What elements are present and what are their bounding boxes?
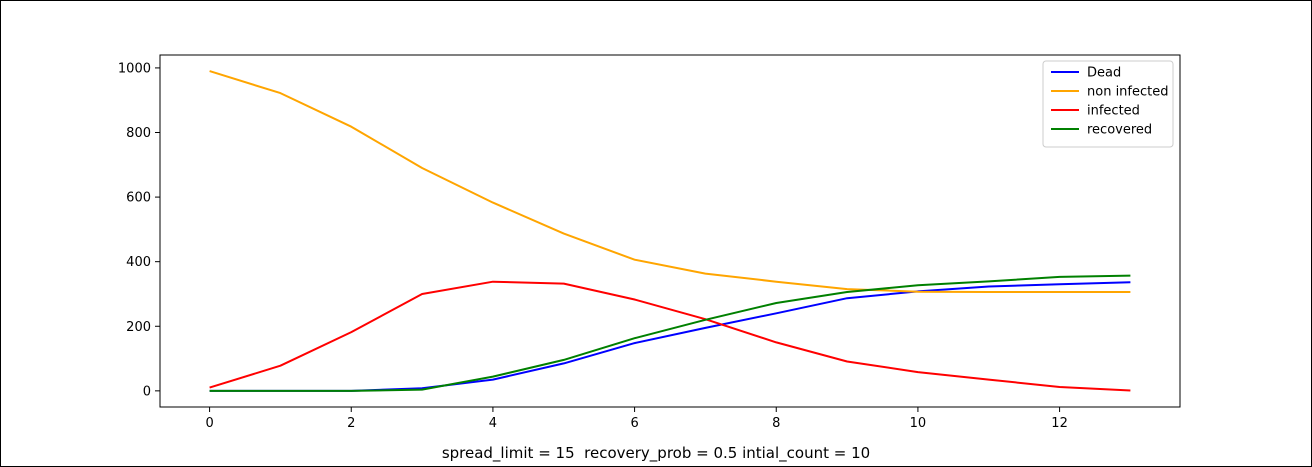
legend-box xyxy=(1042,60,1174,148)
y-tick-label: 1000 xyxy=(118,61,151,76)
chart-caption: spread_limit = 15 recovery_prob = 0.5 in… xyxy=(441,444,871,462)
series-line-non-infected xyxy=(209,70,1131,293)
x-axis: 0 2 4 6 8 10 12 xyxy=(205,407,1068,431)
series-line-recovered xyxy=(209,274,1131,392)
x-tick-label: 2 xyxy=(347,416,355,431)
x-tick-label: 12 xyxy=(1051,416,1068,431)
x-tick-label: 6 xyxy=(630,416,638,431)
x-tick-label: 4 xyxy=(489,416,497,431)
legend-label: Dead xyxy=(1087,66,1121,81)
plot-area xyxy=(159,54,1181,408)
y-tick-label: 400 xyxy=(126,255,151,270)
series-line-dead xyxy=(209,281,1131,392)
y-tick-label: 600 xyxy=(126,191,151,206)
legend-label: non infected xyxy=(1087,85,1169,100)
y-tick-label: 0 xyxy=(143,384,151,399)
legend-label: infected xyxy=(1087,104,1140,119)
y-axis: 0 200 400 600 800 1000 xyxy=(118,61,160,399)
series-line-infected xyxy=(209,280,1131,392)
x-tick-label: 0 xyxy=(205,416,213,431)
legend-label: recovered xyxy=(1087,123,1152,138)
y-tick-label: 800 xyxy=(126,126,151,141)
series-lines xyxy=(209,70,1131,392)
legend: Dead non infected infected recovered xyxy=(1042,60,1174,148)
x-tick-label: 10 xyxy=(910,416,927,431)
y-tick-label: 200 xyxy=(126,320,151,335)
x-tick-label: 8 xyxy=(772,416,780,431)
